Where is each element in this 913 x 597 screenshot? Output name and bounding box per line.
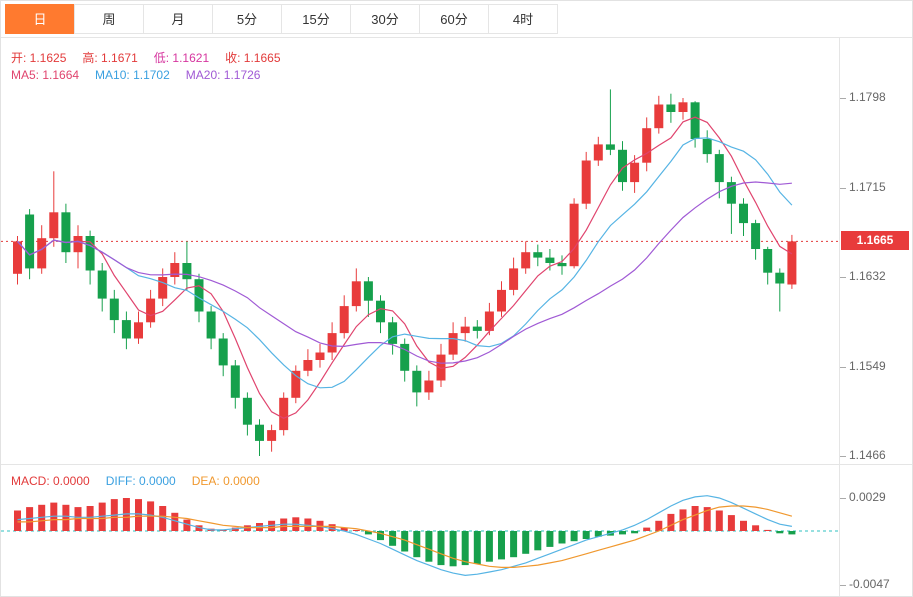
price-axis-label: 1.1798 xyxy=(840,90,886,104)
timeframe-tab[interactable]: 5分 xyxy=(212,4,282,34)
timeframe-tab[interactable]: 周 xyxy=(74,4,144,34)
ma20-line xyxy=(17,181,792,364)
macd-legend-item: DEA: 0.0000 xyxy=(191,474,260,488)
timeframe-tab[interactable]: 4时 xyxy=(488,4,558,34)
current-price-tag: 1.1665 xyxy=(841,231,909,251)
ma-legend-item: MA10: 1.1702 xyxy=(95,68,170,82)
ma-legend-item: MA5: 1.1664 xyxy=(11,68,80,82)
current-price-value: 1.1665 xyxy=(856,233,894,248)
macd-histogram xyxy=(14,498,796,567)
timeframe-tab[interactable]: 日 xyxy=(5,4,75,34)
macd-legend-item: MACD: 0.0000 xyxy=(11,474,90,488)
timeframe-tab[interactable]: 月 xyxy=(143,4,213,34)
diff-line xyxy=(17,495,793,577)
ohlc-legend-item: 开: 1.1625 xyxy=(11,51,67,65)
price-axis-label: 1.1549 xyxy=(840,358,886,373)
timeframe-tab[interactable]: 15分 xyxy=(281,4,351,34)
dea-line xyxy=(17,505,793,569)
price-axis-label: 1.1632 xyxy=(840,269,886,283)
ma5-line xyxy=(17,116,793,419)
ma-legend: MA5: 1.1664 MA10: 1.1702 MA20: 1.1726 xyxy=(11,68,276,82)
price-axis-label: 1.1466 xyxy=(840,448,886,462)
macd-panel: MACD: 0.0000 DIFF: 0.0000 DEA: 0.0000 xyxy=(1,466,839,596)
axis-divider xyxy=(839,38,840,596)
macd-axis-label: 0.0029 xyxy=(840,490,886,504)
price-axis-label: 1.1715 xyxy=(840,179,886,194)
timeframe-tab[interactable]: 30分 xyxy=(350,4,420,34)
main-chart-area: 开: 1.1625 高: 1.1671 低: 1.1621 收: 1.1665 MA5… xyxy=(1,39,839,464)
timeframe-tab[interactable]: 60分 xyxy=(419,4,489,34)
ma10-line xyxy=(17,137,793,389)
macd-axis-label: -0.0047 xyxy=(840,576,890,591)
ma-legend-item: MA20: 1.1726 xyxy=(185,68,261,82)
panel-divider xyxy=(1,464,912,465)
ohlc-legend-item: 低: 1.1621 xyxy=(153,51,210,65)
candles xyxy=(13,89,797,456)
timeframe-tabs: 日周月 5分 15分 30分 60分 4时 xyxy=(1,1,912,38)
macd-chart[interactable] xyxy=(1,466,839,596)
ohlc-legend-item: 收: 1.1665 xyxy=(225,51,281,65)
ohlc-legend: 开: 1.1625 高: 1.1671 低: 1.1621 收: 1.1665 xyxy=(11,49,297,66)
candlestick-chart[interactable] xyxy=(1,39,839,464)
ohlc-legend-item: 高: 1.1671 xyxy=(82,51,138,65)
macd-legend-item: DIFF: 0.0000 xyxy=(105,474,176,488)
macd-legend: MACD: 0.0000 DIFF: 0.0000 DEA: 0.0000 xyxy=(11,474,276,488)
